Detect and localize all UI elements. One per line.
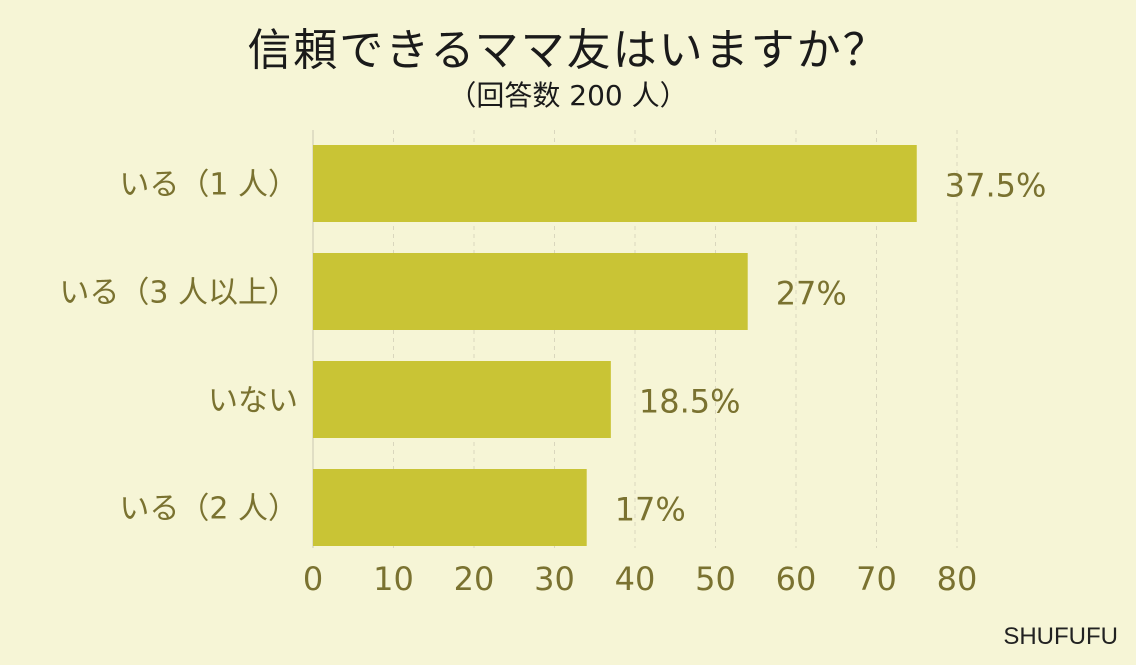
bar [313, 145, 917, 222]
x-tick-label: 70 [856, 560, 897, 598]
category-label: いる（1 人） [119, 168, 298, 203]
value-labels: 37.5% 27% 18.5% 17% [615, 167, 1047, 529]
category-label: いる（3 人以上） [59, 276, 298, 311]
x-tick-label: 20 [454, 560, 495, 598]
category-label: いない [208, 384, 298, 419]
brand-logo-text: SHUFUFU [1003, 623, 1118, 650]
data-label: 17% [615, 491, 686, 529]
x-tick-label: 60 [776, 560, 817, 598]
x-tick-label: 10 [373, 560, 414, 598]
x-tick-label: 0 [303, 560, 323, 598]
x-tick-label: 50 [695, 560, 736, 598]
bar [313, 469, 587, 546]
data-label: 37.5% [945, 167, 1047, 205]
x-tick-label: 40 [615, 560, 656, 598]
x-tick-label: 30 [534, 560, 575, 598]
data-label: 27% [776, 275, 847, 313]
bar [313, 253, 748, 330]
chart-subtitle: （回答数 200 人） [448, 79, 688, 112]
bar [313, 361, 611, 438]
data-label: 18.5% [639, 383, 741, 421]
category-label: いる（2 人） [119, 492, 298, 527]
chart-title: 信頼できるママ友はいますか？ [247, 25, 889, 76]
bars [313, 145, 917, 546]
x-tick-labels: 0 10 20 30 40 50 60 70 80 [303, 560, 978, 598]
x-tick-label: 80 [937, 560, 978, 598]
